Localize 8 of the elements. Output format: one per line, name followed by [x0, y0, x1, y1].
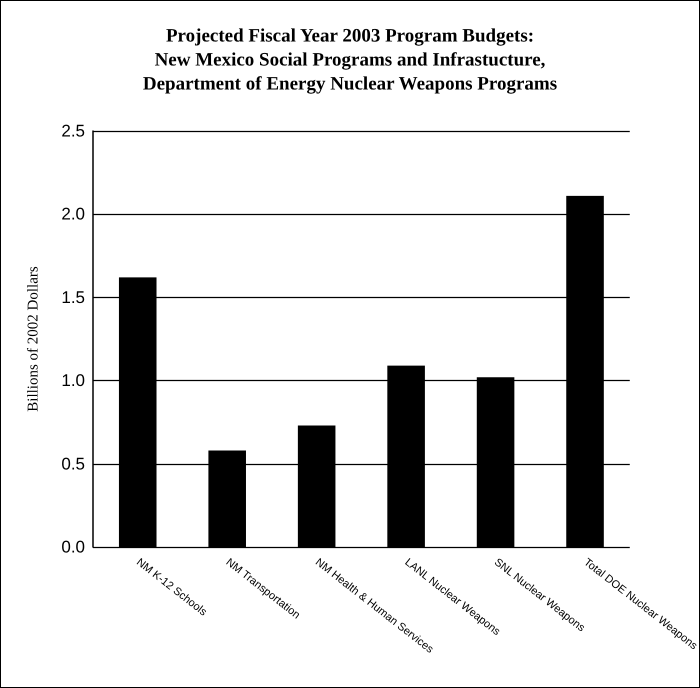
y-tick-label: 1.0: [61, 371, 85, 390]
y-tick-label: 2.0: [61, 204, 85, 224]
y-tick-label: 1.5: [61, 288, 85, 307]
chart-title: Projected Fiscal Year 2003 Program Budgets: New Mexico Social Programs and Infrastucture, Department of Energy Nuclear Weapons Programs: [142, 26, 558, 94]
y-axis-title: Billions of 2002 Dollars: [26, 266, 42, 412]
y-tick-label: 0.5: [61, 454, 85, 474]
y-tick-label: 2.5: [61, 122, 85, 140]
y-tick-label: 0.0: [61, 538, 85, 556]
